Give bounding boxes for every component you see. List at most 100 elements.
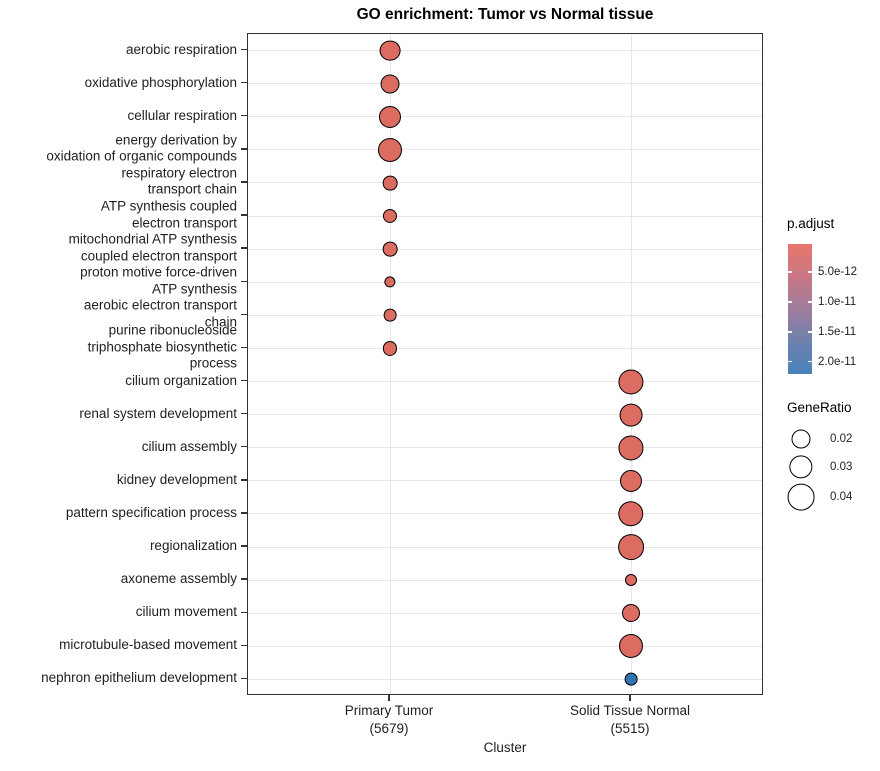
go-term-label: regionalization — [0, 538, 237, 555]
gradient-tick-label: 5.0e-12 — [818, 265, 858, 278]
cluster-label-name: Primary Tumor — [344, 703, 434, 718]
y-axis-tick — [241, 545, 247, 547]
enrichment-dot — [624, 673, 638, 686]
y-axis-tick — [241, 247, 247, 249]
y-axis-tick — [241, 214, 247, 216]
y-axis-tick — [241, 313, 247, 316]
go-term-label-line: process — [189, 355, 237, 371]
gradient-tick — [808, 360, 812, 363]
enrichment-dot — [618, 634, 644, 659]
go-term-label: cilium movement — [0, 604, 237, 621]
go-term-label: aerobic electron transport chain — [0, 298, 237, 331]
go-term-label: energy derivation by oxidation of organic… — [0, 132, 237, 165]
y-axis-tick — [241, 379, 247, 382]
go-term-label: pattern specification process — [0, 505, 237, 522]
grid-line-horizontal — [248, 281, 762, 283]
grid-line-horizontal — [248, 215, 762, 217]
gradient-tick — [808, 301, 812, 303]
go-term-label-line: kidney development — [116, 471, 237, 487]
go-term-label: aerobic respiration — [0, 41, 237, 58]
enrichment-dot — [377, 137, 403, 162]
enrichment-dot — [382, 341, 398, 356]
go-term-label-line: oxidative phosphorylation — [84, 74, 237, 90]
enrichment-dot — [383, 308, 397, 322]
y-axis-tick — [241, 148, 247, 150]
y-axis-tick — [241, 512, 247, 514]
gradient-tick — [788, 360, 792, 363]
cluster-label: Solid Tissue Normal (5515) — [570, 702, 690, 737]
enrichment-dot — [378, 105, 402, 128]
enrichment-dot — [619, 469, 643, 492]
generatio-key-label: 0.02 — [830, 433, 853, 445]
go-term-label: mitochondrial ATP synthesis coupled elect… — [0, 232, 237, 265]
grid-line-horizontal — [248, 347, 762, 349]
y-axis-tick — [241, 479, 247, 481]
go-term-label: purine ribonucleoside triphosphate biosyn… — [0, 323, 237, 373]
go-term-label-line: microtubule-based movement — [59, 637, 237, 653]
legend-generatio-title: GeneRatio — [787, 400, 852, 415]
enrichment-dot — [619, 403, 643, 427]
go-term-label-line: ATP synthesis coupled — [100, 198, 237, 214]
go-term-label-line: pattern specification process — [65, 504, 237, 520]
gradient-tick — [788, 301, 792, 303]
x-axis-tick — [629, 695, 631, 701]
go-term-label: renal system development — [0, 405, 237, 422]
go-term-label-line: electron transport — [131, 215, 237, 231]
y-axis-tick — [241, 81, 247, 84]
go-term-label: proton motive force-driven ATP synthesis — [0, 265, 237, 298]
enrichment-dot — [618, 534, 644, 560]
cluster-label-count: (5679) — [369, 720, 409, 736]
y-axis-tick — [241, 280, 247, 282]
go-term-label: cellular respiration — [0, 108, 237, 125]
go-term-label-line: energy derivation by — [115, 132, 237, 148]
enrichment-dot — [382, 241, 398, 257]
y-axis-tick — [241, 677, 247, 680]
grid-line-horizontal — [248, 149, 762, 151]
grid-line-horizontal — [248, 480, 762, 482]
grid-line-horizontal — [248, 612, 762, 614]
y-axis-tick — [241, 578, 247, 580]
grid-line-vertical — [389, 34, 391, 694]
go-term-label: cilium organization — [0, 372, 237, 389]
grid-line-horizontal — [248, 579, 762, 581]
x-axis-tick — [388, 695, 390, 701]
go-term-label: nephron epithelium development — [0, 670, 237, 687]
y-axis-tick — [241, 611, 247, 613]
x-axis-title: Cluster — [483, 740, 527, 755]
go-term-label-line: axoneme assembly — [120, 570, 237, 586]
go-term-label: axoneme assembly — [0, 571, 237, 588]
generatio-key-label: 0.04 — [830, 491, 853, 503]
gradient-tick — [788, 271, 792, 273]
grid-line-horizontal — [248, 546, 762, 548]
enrichment-dot — [618, 435, 644, 461]
grid-line-horizontal — [248, 678, 762, 680]
grid-line-horizontal — [248, 248, 762, 250]
grid-line-horizontal — [248, 513, 762, 515]
generatio-key-circle — [787, 483, 815, 511]
grid-line-horizontal — [248, 116, 762, 118]
cluster-label-name: Solid Tissue Normal — [569, 703, 691, 718]
enrichment-dot — [380, 74, 400, 94]
generatio-key-circle — [791, 429, 811, 449]
gradient-tick-label: 1.5e-11 — [818, 325, 857, 338]
enrichment-dot — [379, 40, 401, 61]
generatio-key-label: 0.03 — [830, 461, 853, 473]
y-axis-tick — [241, 48, 247, 51]
y-axis-tick — [241, 446, 247, 448]
go-term-label-line: cilium organization — [125, 372, 237, 388]
padjust-gradient-bar — [788, 244, 812, 374]
go-term-label: respiratory electron transport chain — [0, 165, 237, 198]
grid-line-horizontal — [248, 381, 762, 383]
go-term-label-line: regionalization — [149, 537, 237, 553]
grid-line-horizontal — [248, 314, 762, 316]
y-axis-tick — [241, 412, 247, 415]
go-term-label-line: mitochondrial ATP synthesis — [68, 231, 237, 247]
enrichment-dot — [384, 276, 396, 288]
gradient-tick-label: 2.0e-11 — [818, 355, 857, 368]
go-term-label-line: purine ribonucleoside — [108, 322, 237, 338]
go-term-label-line: aerobic electron transport — [83, 297, 237, 313]
go-term-label-line: renal system development — [79, 405, 237, 421]
cluster-label: Primary Tumor (5679) — [345, 702, 434, 737]
gradient-tick — [808, 330, 812, 333]
go-term-label-line: respiratory electron — [121, 165, 237, 181]
